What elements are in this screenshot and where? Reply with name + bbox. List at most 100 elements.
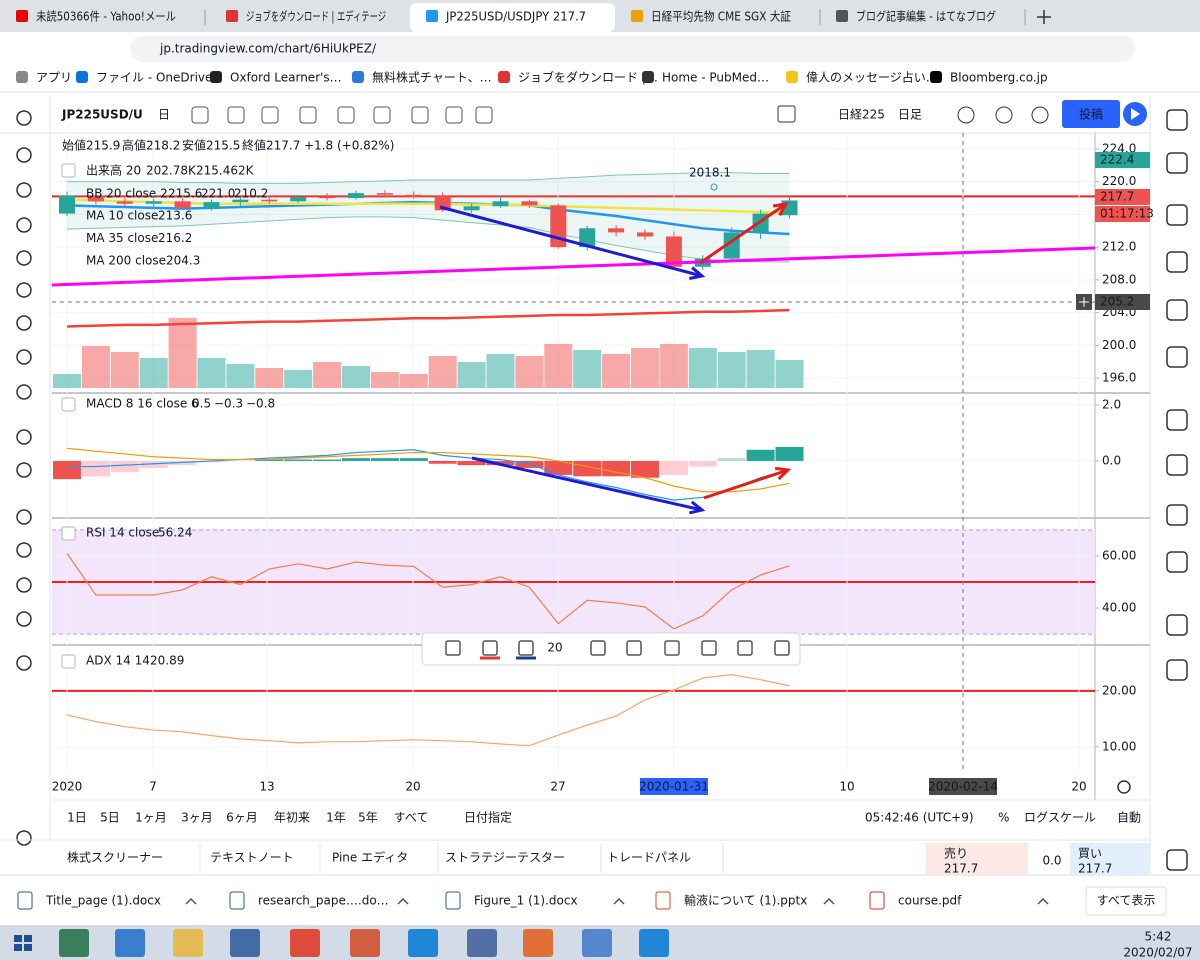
panel-tab[interactable]: Pine エディタ	[332, 850, 408, 865]
tool-icon[interactable]	[16, 217, 32, 233]
taskbar-app[interactable]	[467, 929, 497, 957]
percent-toggle[interactable]: %	[998, 811, 1009, 825]
bookmark[interactable]: Oxford Learner's…	[230, 71, 342, 85]
taskbar-app[interactable]	[173, 929, 203, 957]
side-icon[interactable]	[1166, 504, 1188, 526]
toolbar-icon[interactable]	[337, 106, 355, 124]
range-button[interactable]: 年初来	[274, 811, 310, 825]
publish-label[interactable]: 投稿	[1079, 107, 1103, 122]
clock-status[interactable]: 05:42:46 (UTC+9)	[865, 811, 974, 825]
tab-title[interactable]: 日経平均先物 CME SGX 大証	[651, 10, 791, 24]
collapse-toggle[interactable]	[61, 397, 76, 412]
download-item[interactable]: Title_page (1).docx	[45, 894, 161, 908]
omnibox[interactable]	[130, 36, 1135, 62]
drawing-tool[interactable]	[590, 640, 606, 656]
side-icon[interactable]	[1166, 614, 1188, 636]
tool-icon[interactable]	[16, 542, 32, 558]
drawing-tool[interactable]	[664, 640, 680, 656]
new-tab[interactable]	[1037, 10, 1051, 24]
download-item[interactable]: 輸液について (1).pptx	[684, 893, 807, 908]
bookmark[interactable]: 偉人のメッセージ占い…	[806, 70, 938, 85]
chevron[interactable]	[823, 897, 835, 905]
taskbar-app[interactable]	[115, 929, 145, 957]
drawing-tool[interactable]	[737, 640, 753, 656]
file-icon[interactable]	[229, 891, 245, 910]
tool-icon[interactable]	[16, 315, 32, 331]
tool-icon[interactable]	[16, 611, 32, 627]
settings-icon[interactable]	[1117, 780, 1131, 794]
file-icon[interactable]	[17, 891, 33, 910]
panel-tab[interactable]: 株式スクリーナー	[67, 850, 163, 865]
chevron[interactable]	[397, 897, 409, 905]
tab-title[interactable]: ジョブをダウンロード | エディテージ	[246, 9, 386, 24]
download-item[interactable]: course.pdf	[898, 894, 962, 908]
side-icon[interactable]	[1166, 659, 1188, 681]
panel-tab[interactable]: トレードパネル	[607, 851, 691, 865]
drawing-tool[interactable]	[701, 640, 717, 656]
bookmark[interactable]: ファイル - OneDrive	[96, 71, 212, 85]
file-icon[interactable]	[445, 891, 461, 910]
range-button[interactable]: 6ヶ月	[226, 811, 258, 825]
bookmark[interactable]: Home - PubMed…	[662, 71, 769, 85]
range-button[interactable]: すべて	[394, 811, 429, 825]
tool-icon[interactable]	[16, 110, 32, 126]
collapse-toggle[interactable]	[61, 654, 76, 669]
drawing-tool[interactable]	[626, 640, 642, 656]
sell-box[interactable]	[926, 843, 1028, 875]
timeframe[interactable]: 日足	[898, 108, 922, 122]
drawing-tool[interactable]	[518, 640, 534, 656]
panel-tab[interactable]: ストラテジーテスター	[445, 851, 565, 865]
side-icon[interactable]	[1166, 204, 1188, 226]
side-icon[interactable]	[1166, 299, 1188, 321]
tool-icon[interactable]	[16, 462, 32, 478]
toolbar-icon[interactable]	[995, 106, 1013, 124]
download-item[interactable]: Figure_1 (1).docx	[474, 894, 578, 908]
show-all-button[interactable]	[1085, 886, 1167, 916]
taskbar-app[interactable]	[408, 929, 438, 957]
auto-toggle[interactable]: 自動	[1117, 811, 1141, 825]
toolbar-icon[interactable]	[1031, 106, 1049, 124]
range-button[interactable]: 1ヶ月	[135, 811, 167, 825]
toolbar-icon[interactable]	[191, 106, 209, 124]
taskbar-app[interactable]	[582, 929, 612, 957]
side-icon[interactable]	[1166, 454, 1188, 476]
bookmark[interactable]: 無料株式チャート、…	[372, 70, 492, 85]
compare-symbol[interactable]: 日経225	[838, 108, 885, 122]
side-icon[interactable]	[1166, 849, 1188, 871]
toolbar-icon[interactable]	[957, 106, 975, 124]
tool-icon[interactable]	[16, 349, 32, 365]
tool-icon[interactable]	[16, 429, 32, 445]
publish-button[interactable]	[1062, 100, 1120, 128]
bookmark[interactable]: アプリ	[36, 71, 72, 85]
drawing-tool[interactable]	[445, 640, 461, 656]
side-icon[interactable]	[1166, 109, 1188, 131]
taskbar-app[interactable]	[290, 929, 320, 957]
interval[interactable]: 日	[158, 108, 170, 122]
bookmark[interactable]: ジョブをダウンロード |…	[518, 70, 658, 85]
toolbar-icon[interactable]	[373, 106, 391, 124]
tool-icon[interactable]	[16, 577, 32, 593]
taskbar-app[interactable]	[59, 929, 89, 957]
drawing-tool[interactable]	[482, 640, 498, 656]
start-button[interactable]	[14, 935, 32, 951]
drawing-tool[interactable]	[774, 640, 790, 656]
range-button[interactable]: 1年	[326, 811, 346, 825]
tool-icon[interactable]	[16, 509, 32, 525]
chevron[interactable]	[185, 897, 197, 905]
collapse-toggle[interactable]	[61, 163, 76, 178]
range-button[interactable]: 5日	[100, 811, 120, 825]
taskbar-app[interactable]	[523, 929, 553, 957]
chevron[interactable]	[613, 897, 625, 905]
tool-icon[interactable]	[16, 147, 32, 163]
range-button[interactable]: 3ヶ月	[181, 811, 213, 825]
tool-icon[interactable]	[16, 655, 32, 671]
collapse-toggle[interactable]	[61, 526, 76, 541]
tool-icon[interactable]	[16, 182, 32, 198]
download-item[interactable]: research_pape….do…	[258, 894, 389, 908]
line-width[interactable]: 20	[547, 641, 562, 655]
taskbar-app[interactable]	[350, 929, 380, 957]
file-icon[interactable]	[869, 891, 885, 910]
side-icon[interactable]	[1166, 346, 1188, 368]
toolbar-icon[interactable]	[475, 106, 493, 124]
toolbar-icon[interactable]	[445, 106, 463, 124]
